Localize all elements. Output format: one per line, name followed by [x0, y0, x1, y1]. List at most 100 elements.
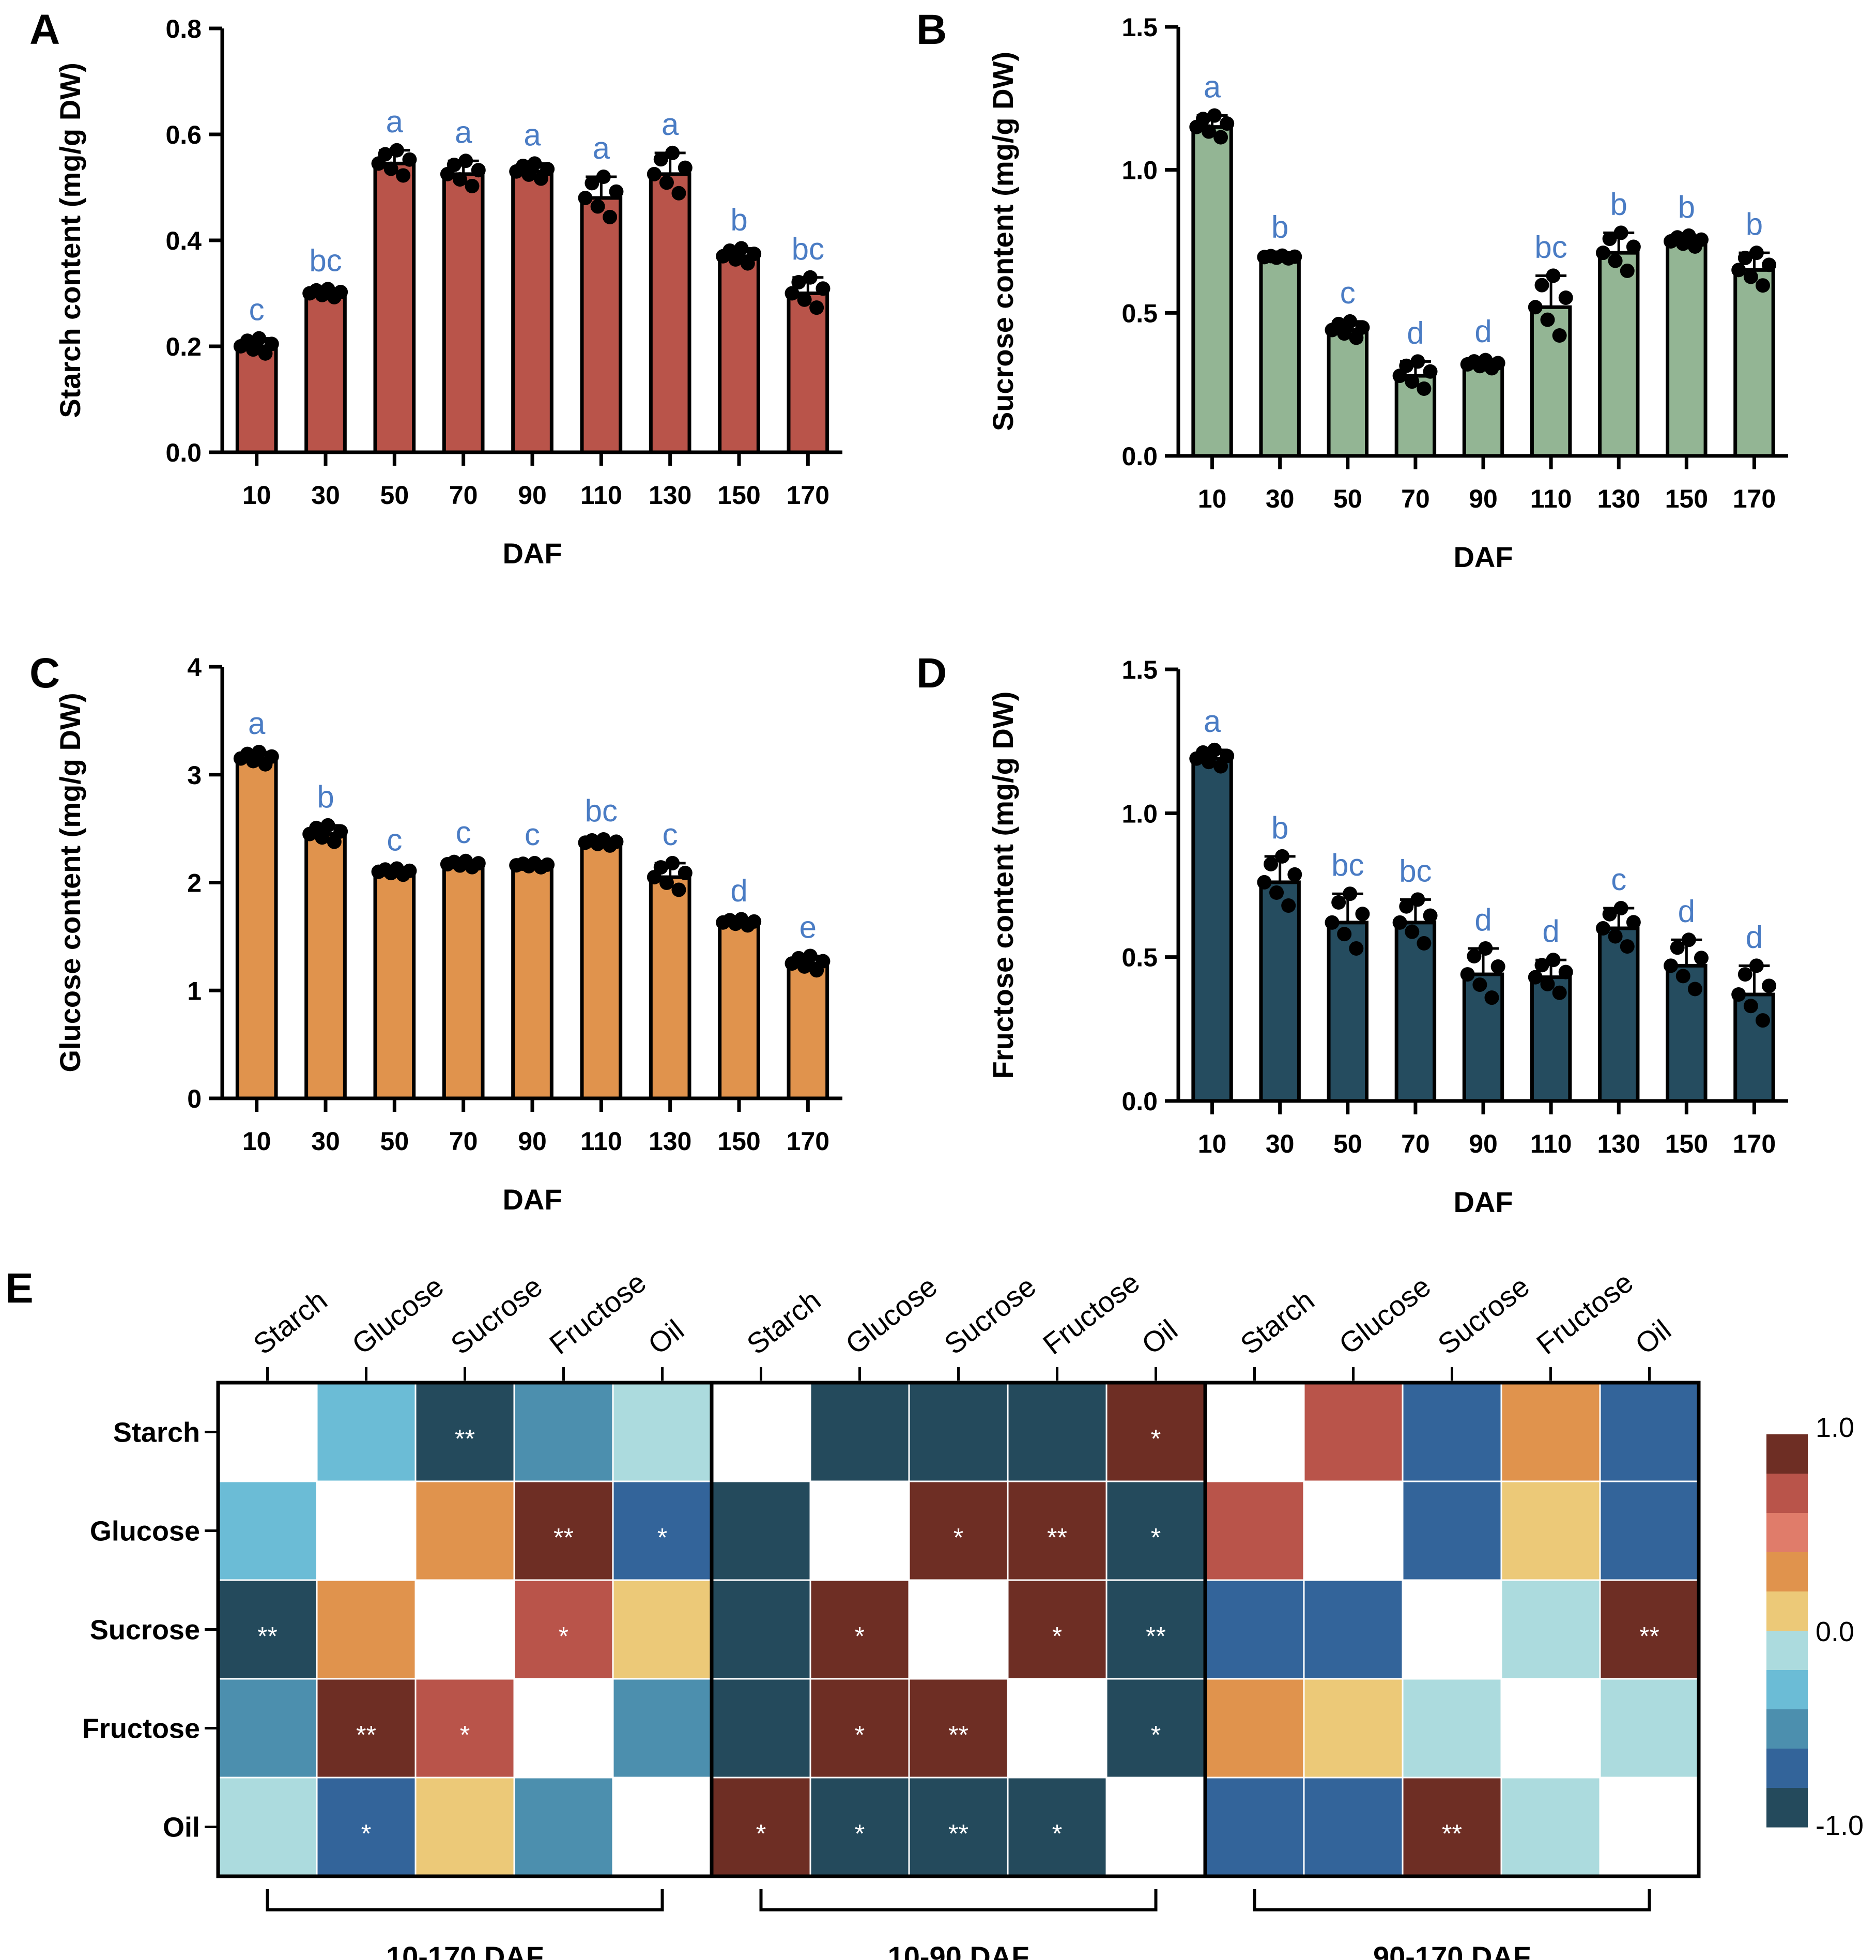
- data-point: [1552, 328, 1567, 343]
- significance-stars: *: [361, 1819, 371, 1848]
- block-border: [1203, 1381, 1701, 1878]
- data-point: [1355, 907, 1370, 922]
- significance-letter: a: [455, 115, 472, 149]
- data-point: [816, 281, 831, 296]
- data-point: [1731, 987, 1746, 1002]
- data-point: [527, 156, 542, 171]
- data-point: [585, 176, 599, 191]
- bar: [304, 292, 347, 454]
- heatmap-cell: [316, 1382, 417, 1482]
- heatmap-cell: [908, 1678, 1009, 1779]
- significance-stars: *: [855, 1819, 865, 1848]
- data-point: [471, 163, 486, 178]
- y-tick-label: 1.5: [1121, 655, 1158, 684]
- bar: [1666, 239, 1708, 458]
- heatmap-cell: [1204, 1480, 1305, 1581]
- panel-D: D 0.0 0.5 1.0 1.5 Fructose content (mg/g DW) D…: [916, 650, 1788, 1218]
- data-point: [1762, 978, 1777, 993]
- heatmap-cell: [809, 1480, 910, 1581]
- heatmap-cell: [908, 1382, 1009, 1482]
- heatmap-cell: [1303, 1678, 1404, 1779]
- data-point: [1207, 742, 1222, 757]
- data-point: [540, 857, 555, 872]
- panel-letter: C: [29, 650, 60, 697]
- data-point: [1608, 253, 1623, 268]
- bar: [442, 172, 485, 454]
- significance-letter: a: [662, 107, 679, 142]
- data-point: [1213, 759, 1228, 774]
- x-tick-label: 30: [311, 1127, 340, 1156]
- panel-letter: B: [916, 6, 947, 53]
- data-point: [665, 145, 680, 160]
- significance-stars: *: [1151, 1721, 1161, 1750]
- significance-letter: bc: [1534, 229, 1567, 264]
- data-point: [1558, 290, 1573, 305]
- row-label: Glucose: [90, 1516, 200, 1547]
- significance-letter: bc: [309, 243, 342, 278]
- column-label: Starch: [1234, 1283, 1320, 1360]
- data-point: [1467, 948, 1482, 963]
- x-tick-label: 30: [311, 481, 340, 510]
- y-tick-label: 1.5: [1121, 13, 1158, 42]
- data-point: [458, 154, 473, 169]
- y-tick-label: 0.0: [1121, 1087, 1158, 1116]
- bar: [1530, 305, 1572, 458]
- significance-stars: *: [756, 1819, 766, 1848]
- significance-letter: d: [1746, 920, 1763, 954]
- data-point: [402, 152, 417, 167]
- data-point: [264, 336, 279, 351]
- data-point: [1405, 374, 1420, 389]
- data-point: [1213, 130, 1228, 145]
- data-point: [1478, 941, 1493, 956]
- bar: [1259, 255, 1301, 458]
- x-tick-label: 130: [649, 481, 691, 510]
- heatmap-cell: [316, 1579, 417, 1680]
- data-point: [1343, 886, 1358, 901]
- data-point: [1552, 985, 1567, 1000]
- significance-letter: a: [593, 131, 610, 165]
- data-point: [653, 860, 668, 875]
- heatmap-cell: [809, 1382, 910, 1482]
- significance-stars: **: [1146, 1622, 1166, 1651]
- data-point: [1540, 312, 1555, 327]
- panel-letter: D: [916, 650, 947, 697]
- data-point: [747, 914, 762, 929]
- significance-stars: **: [1442, 1819, 1462, 1848]
- data-point: [1602, 232, 1617, 247]
- data-point: [1595, 246, 1610, 261]
- heatmap-cell: [1599, 1777, 1700, 1877]
- heatmap-cell: [1402, 1382, 1502, 1482]
- data-point: [1287, 249, 1302, 264]
- heatmap-cell: [513, 1678, 614, 1779]
- data-point: [1534, 278, 1549, 293]
- x-tick-label: 130: [1597, 1129, 1640, 1158]
- data-point: [1528, 970, 1543, 985]
- heatmap-cell: [612, 1382, 713, 1482]
- x-tick-label: 110: [1530, 484, 1572, 513]
- y-tick-label: 1: [187, 976, 202, 1005]
- heatmap-cell: [612, 1777, 713, 1877]
- significance-letter: d: [1542, 914, 1559, 948]
- data-point: [245, 342, 260, 357]
- column-label: Starch: [247, 1283, 333, 1360]
- x-tick-label: 10: [1198, 484, 1227, 513]
- significance-stars: *: [1052, 1622, 1062, 1651]
- heatmap-cell: [1303, 1382, 1404, 1482]
- heatmap-cell: [1007, 1382, 1108, 1482]
- data-point: [447, 157, 462, 172]
- significance-letter: b: [317, 779, 334, 814]
- column-label: Glucose: [839, 1269, 943, 1360]
- significance-letter: b: [1610, 187, 1627, 221]
- data-point: [1490, 959, 1505, 974]
- bar: [1598, 251, 1640, 458]
- data-point: [1349, 941, 1364, 956]
- bar: [718, 921, 760, 1100]
- significance-letter: c: [387, 822, 402, 857]
- significance-letter: d: [1474, 314, 1491, 349]
- panel-B: B 0.0 0.5 1.0 1.5 Sucrose content (mg/g DW) DA…: [916, 6, 1788, 573]
- y-axis-title: Sucrose content (mg/g DW): [987, 52, 1019, 431]
- x-tick-label: 170: [1733, 484, 1776, 513]
- significance-letter: c: [249, 293, 265, 327]
- bar: [787, 961, 829, 1100]
- colorbar-step: [1766, 1513, 1808, 1553]
